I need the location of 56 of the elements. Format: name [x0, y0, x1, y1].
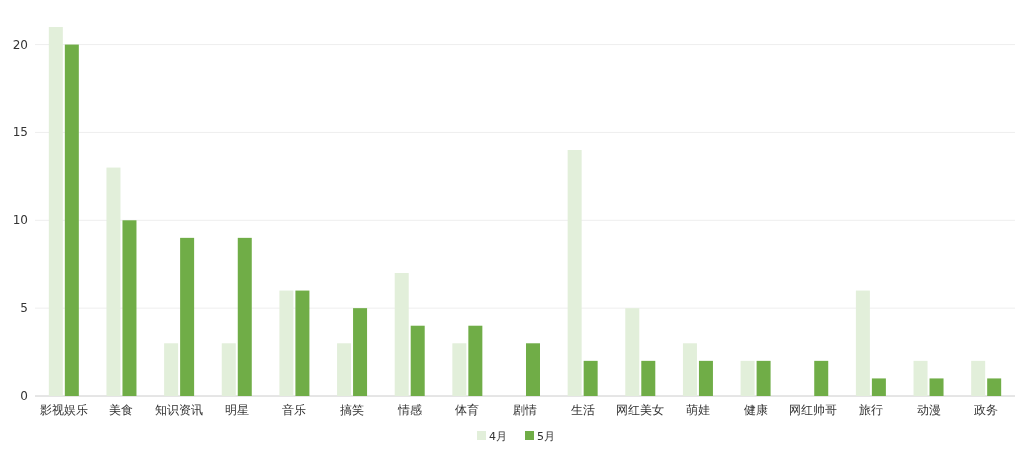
bar — [164, 343, 179, 396]
y-tick-label: 15 — [12, 125, 28, 140]
x-tick-label: 网红帅哥 — [789, 403, 838, 417]
bar — [871, 378, 886, 396]
bar — [929, 378, 944, 396]
bar — [337, 343, 352, 396]
x-tick-label: 情感 — [396, 403, 422, 417]
x-tick-label: 网红美女 — [616, 403, 665, 417]
bar — [410, 325, 425, 396]
x-tick-label: 健康 — [743, 403, 768, 417]
x-tick-label: 生活 — [570, 403, 595, 417]
x-tick-label: 剧情 — [513, 403, 537, 417]
bar — [452, 343, 467, 396]
x-tick-label: 政务 — [974, 403, 999, 417]
x-tick-label: 知识资讯 — [155, 403, 204, 417]
bar — [48, 27, 63, 396]
x-tick-label: 明星 — [224, 403, 249, 417]
bar — [567, 150, 582, 396]
y-tick-label: 20 — [12, 37, 28, 52]
x-tick-label: 旅行 — [858, 403, 883, 417]
x-tick-label: 动漫 — [916, 403, 941, 417]
bar — [180, 237, 195, 396]
bar — [855, 290, 870, 396]
bar — [814, 360, 829, 396]
x-tick-label: 萌娃 — [685, 403, 710, 417]
bar — [279, 290, 294, 396]
bar — [221, 343, 236, 396]
bar — [756, 360, 771, 396]
legend-label: 5月 — [537, 430, 555, 443]
bar — [237, 237, 252, 396]
bar — [641, 360, 656, 396]
bar — [682, 343, 697, 396]
x-tick-label: 影视娱乐 — [39, 403, 88, 417]
bar — [64, 44, 79, 396]
bar — [583, 360, 598, 396]
bar — [468, 325, 483, 396]
x-tick-label: 搞笑 — [340, 403, 365, 417]
bar — [913, 360, 928, 396]
y-tick-label: 0 — [20, 389, 28, 403]
bar — [353, 308, 368, 396]
y-tick-label: 10 — [12, 213, 28, 228]
y-tick-label: 5 — [20, 301, 28, 316]
x-tick-label: 音乐 — [282, 403, 307, 417]
bar — [971, 360, 986, 396]
bar — [698, 360, 713, 396]
bar — [122, 220, 137, 396]
bar — [526, 343, 540, 396]
bar — [740, 360, 755, 396]
x-tick-label: 体育 — [455, 403, 480, 417]
bar — [625, 308, 640, 396]
x-tick-label: 美食 — [109, 403, 134, 417]
bar — [295, 290, 310, 396]
legend-label: 4月 — [489, 430, 507, 443]
bar — [106, 167, 121, 396]
bar — [987, 378, 1002, 396]
bar — [394, 273, 409, 396]
